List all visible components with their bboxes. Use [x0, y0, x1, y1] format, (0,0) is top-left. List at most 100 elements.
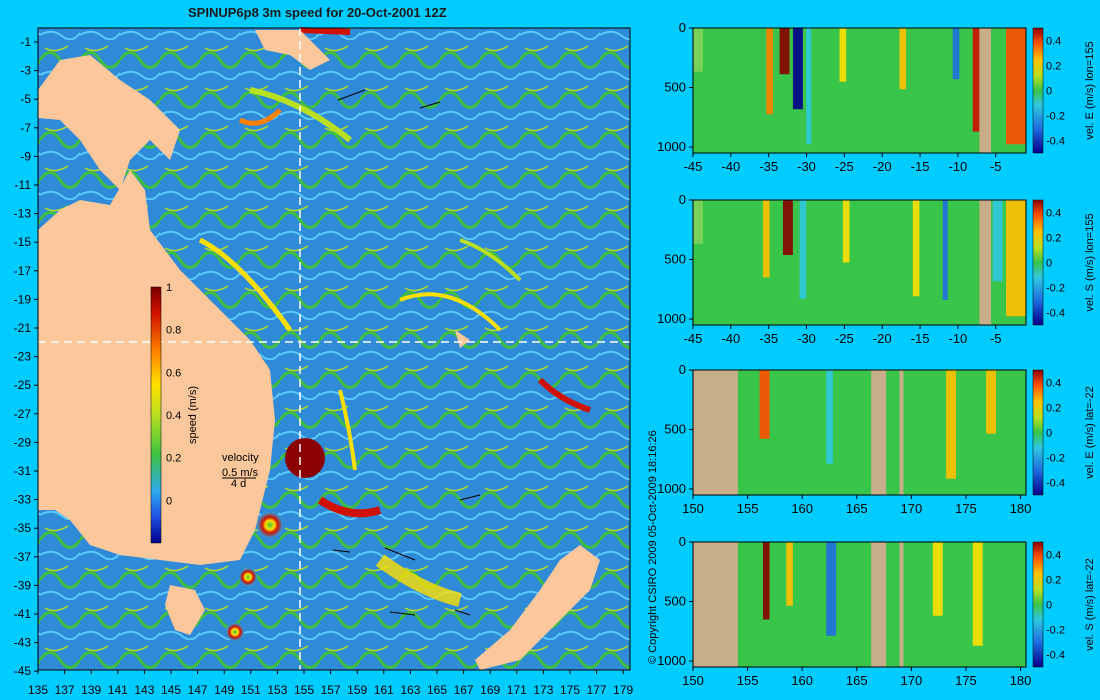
section-x-tick-label: -25 [835, 331, 854, 346]
section-feature [932, 542, 943, 616]
map-y-tick-label: -21 [14, 321, 32, 335]
section-x-tick-label: -40 [721, 331, 740, 346]
section-colorbar-tick-label: -0.2 [1046, 283, 1065, 295]
section-y-tick-label: 0 [679, 20, 686, 35]
map-x-tick-label: 161 [374, 683, 394, 697]
section-label: vel. S (m/s) lon=155 [1084, 213, 1096, 311]
section-field [693, 200, 1026, 325]
section-panel: 0 500 1000 150 155 160 165 170 175 180 0.4 0.2 0 -0.2… [657, 534, 1096, 688]
section-colorbar-tick-label: 0.2 [1046, 403, 1061, 415]
section-y-tick-label: 1000 [657, 653, 686, 668]
section-x-tick-label: -45 [684, 331, 703, 346]
section-feature [759, 370, 770, 439]
map-x-tick-label: 135 [28, 683, 48, 697]
colorbar-tick-label: 0.4 [166, 410, 181, 422]
section-feature [806, 28, 812, 145]
section-feature [972, 28, 980, 132]
section-panel: 0 500 1000 -45 -40 -35 -30 -25 -20 -15 -10 -5 0.4 0.2… [657, 20, 1096, 174]
map-y-tick-label: -11 [15, 178, 32, 192]
section-colorbar-tick-label: 0.4 [1046, 550, 1061, 562]
map-y-tick-label: -3 [20, 64, 31, 78]
eddy [257, 512, 283, 538]
section-feature [792, 28, 803, 110]
section-x-tick-label: -20 [873, 331, 892, 346]
section-field [693, 370, 1026, 495]
section-land [871, 542, 887, 667]
section-x-tick-label: 180 [1010, 501, 1032, 516]
section-x-tick-label: 165 [846, 501, 868, 516]
section-y-tick-label: 500 [664, 594, 686, 609]
map-y-tick-label: -15 [14, 235, 32, 249]
section-land [693, 370, 738, 495]
section-y-tick-label: 1000 [657, 481, 686, 496]
speed-colorbar [150, 286, 162, 544]
section-feature [952, 28, 960, 80]
section-x-tick-label: -35 [759, 331, 778, 346]
map-y-tick-label: -17 [14, 264, 32, 278]
eddy [239, 568, 257, 586]
section-field [693, 542, 1026, 667]
eddy [285, 438, 325, 478]
map-x-tick-label: 145 [161, 683, 181, 697]
map-x-tick-label: 167 [454, 683, 474, 697]
section-colorbar-tick-label: -0.2 [1046, 111, 1065, 123]
section-x-tick-label: 170 [901, 501, 923, 516]
section-x-tick-label: 175 [955, 673, 977, 688]
map-y-tick-label: -13 [14, 207, 32, 221]
section-feature [946, 370, 957, 479]
section-x-tick-label: -15 [911, 159, 930, 174]
section-field [693, 28, 1026, 153]
map-y-tick-label: -9 [20, 149, 31, 163]
section-feature [986, 370, 997, 434]
velocity-arrows [222, 89, 481, 616]
section-x-tick-label: -15 [911, 331, 930, 346]
speed-streaks [198, 27, 591, 607]
section-colorbar-tick-label: -0.4 [1046, 650, 1065, 662]
map-x-tick-label: 149 [214, 683, 234, 697]
velocity-key-title: velocity [222, 452, 259, 464]
map-y-tick-label: -23 [14, 350, 32, 364]
map-x-tick-label: 175 [560, 683, 580, 697]
map-x-tick-label: 177 [587, 683, 607, 697]
section-x-tick-label: -45 [684, 159, 703, 174]
section-feature [693, 28, 703, 72]
section-frame [692, 541, 1027, 668]
section-label: vel. E (m/s) lat=-22 [1084, 386, 1096, 479]
section-x-tick-label: -10 [948, 331, 967, 346]
section-feature [766, 28, 773, 115]
colorbar-tick-label: 0.2 [166, 453, 181, 465]
section-x-tick-label: 150 [682, 501, 704, 516]
map-y-tick-label: -39 [14, 578, 32, 592]
colorbar-tick-label: 0 [166, 495, 172, 507]
section-colorbar-tick-label: 0.4 [1046, 208, 1061, 220]
section-x-tick-label: 180 [1010, 673, 1032, 688]
map-x-tick-label: 163 [400, 683, 420, 697]
section-colorbar-tick-label: 0.2 [1046, 61, 1061, 73]
section-feature [899, 28, 907, 90]
section-land [979, 28, 992, 153]
section-feature [799, 200, 807, 299]
colorbar-tick-label: 0.6 [166, 367, 181, 379]
section-colorbar [1032, 541, 1044, 668]
map-x-tick-label: 155 [294, 683, 314, 697]
map-y-tick-label: -31 [14, 464, 32, 478]
section-colorbar-tick-label: 0 [1046, 86, 1052, 98]
map-x-tick-label: 137 [55, 683, 75, 697]
map-y-tick-label: -43 [14, 636, 32, 650]
section-feature [1006, 200, 1026, 317]
section-y-tick-label: 500 [664, 252, 686, 267]
section-colorbar-tick-label: -0.2 [1046, 625, 1065, 637]
section-feature [693, 200, 703, 244]
section-colorbar-tick-label: -0.2 [1046, 453, 1065, 465]
section-x-tick-label: 175 [955, 501, 977, 516]
chart-title: SPINUP6p8 3m speed for 20-Oct-2001 12Z [188, 5, 447, 20]
map-x-tick-label: 159 [347, 683, 367, 697]
section-colorbar-tick-label: 0 [1046, 428, 1052, 440]
section-x-tick-label: 155 [737, 501, 759, 516]
map-y-tick-label: -27 [14, 407, 32, 421]
section-x-tick-label: 160 [791, 501, 813, 516]
section-land [979, 200, 992, 325]
section-feature [782, 200, 793, 255]
map-y-tick-label: -1 [20, 35, 31, 49]
section-colorbar [1032, 369, 1044, 496]
